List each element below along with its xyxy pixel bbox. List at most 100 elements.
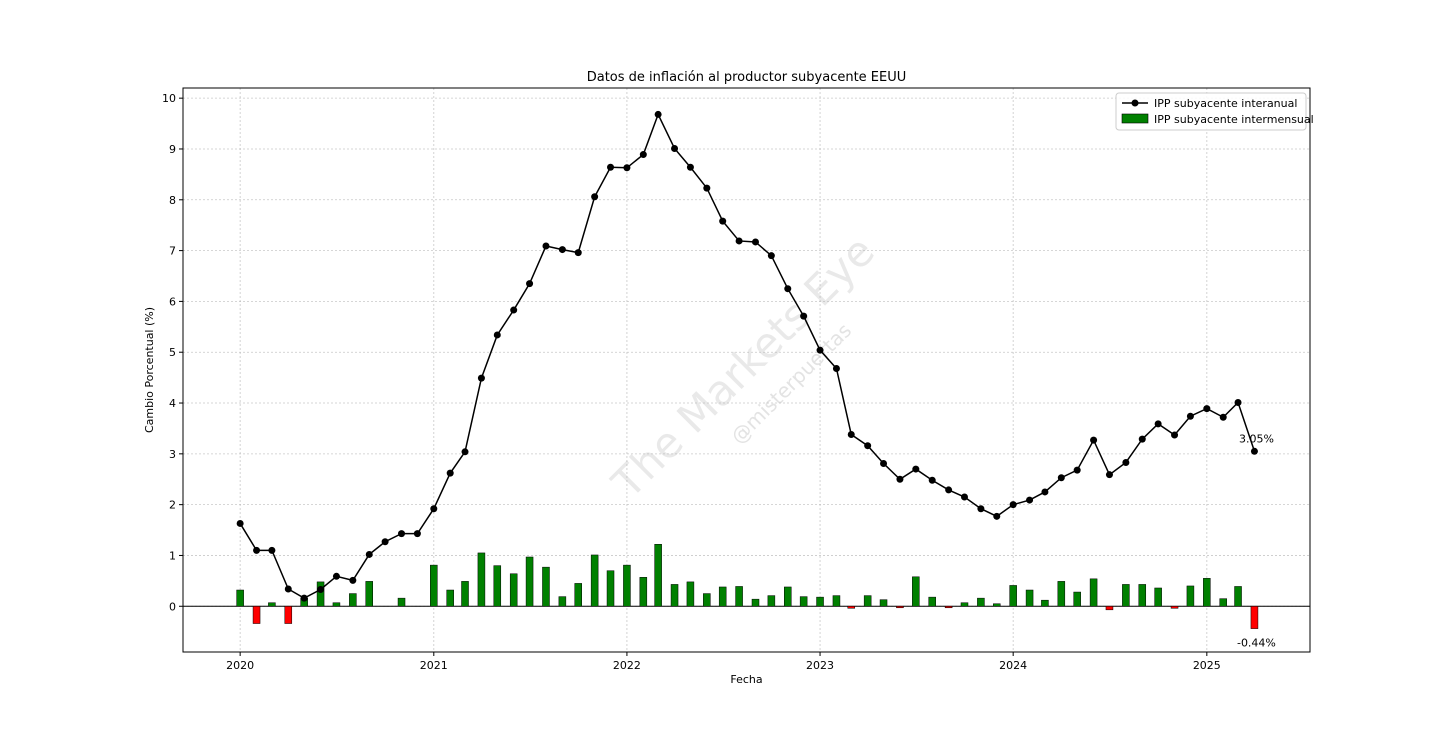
data-point	[574, 249, 582, 257]
bar	[977, 597, 985, 607]
y-tick-label: 6	[169, 295, 176, 308]
bar	[847, 606, 856, 609]
data-point	[542, 242, 550, 250]
bar	[1154, 587, 1162, 607]
bar	[397, 597, 406, 607]
bar	[784, 586, 792, 607]
bar	[525, 556, 534, 607]
bar	[1089, 578, 1098, 607]
bar	[349, 593, 357, 607]
bar	[236, 589, 244, 607]
data-point	[1250, 447, 1258, 455]
bar	[654, 544, 662, 607]
bar	[670, 584, 679, 607]
data-point	[430, 505, 438, 513]
data-point	[349, 576, 357, 584]
data-point	[1138, 435, 1146, 443]
bar	[816, 596, 824, 607]
bar	[1073, 591, 1081, 607]
bar	[1170, 606, 1179, 609]
data-point	[623, 164, 631, 172]
annotation-label: 3.05%	[1239, 432, 1274, 445]
data-point	[816, 346, 824, 354]
data-point	[493, 331, 501, 339]
x-axis: 2020 2021 2022 2023 2024 2025	[226, 652, 1221, 672]
line-series-interanual	[236, 110, 1258, 602]
bar	[879, 599, 888, 607]
bar	[912, 576, 920, 607]
data-point	[945, 486, 953, 494]
data-point	[912, 465, 920, 473]
y-tick-label: 1	[169, 549, 176, 562]
bar	[799, 596, 808, 607]
bar	[509, 573, 518, 607]
data-point	[928, 476, 936, 484]
bar	[1122, 584, 1130, 607]
bar	[896, 606, 904, 609]
data-point	[832, 364, 840, 372]
data-point	[896, 475, 904, 483]
bar	[703, 593, 711, 607]
data-point	[767, 252, 775, 260]
y-tick-label: 10	[162, 92, 176, 105]
data-point	[477, 374, 485, 382]
data-point	[719, 217, 727, 225]
data-point	[317, 586, 325, 594]
bar	[1219, 598, 1227, 607]
bar	[365, 581, 373, 607]
bar	[718, 586, 727, 607]
bar	[268, 602, 276, 607]
bar	[928, 596, 936, 607]
bar	[461, 581, 469, 607]
data-point	[1234, 399, 1242, 407]
bar	[590, 554, 599, 607]
data-point	[1203, 405, 1211, 413]
plot-frame	[182, 87, 1311, 653]
data-point	[1105, 471, 1113, 479]
data-point	[960, 493, 968, 501]
bar	[1009, 585, 1017, 607]
bar	[1186, 585, 1195, 607]
data-point	[461, 448, 469, 456]
data-point	[1090, 436, 1098, 444]
bar	[1138, 584, 1147, 607]
data-point	[365, 550, 373, 558]
data-point	[446, 469, 454, 477]
data-point	[784, 285, 792, 293]
data-point	[268, 546, 276, 554]
data-point	[1122, 458, 1130, 466]
bar	[1041, 599, 1049, 607]
data-point	[1219, 413, 1227, 421]
bar	[332, 602, 341, 607]
data-point	[639, 151, 647, 159]
data-point	[1026, 496, 1034, 504]
bar	[284, 606, 293, 624]
bar	[960, 602, 969, 607]
series-line	[239, 112, 1256, 599]
data-point	[413, 530, 421, 538]
bar	[446, 589, 454, 607]
bar	[863, 595, 872, 607]
x-tick-label: 2021	[420, 659, 448, 672]
bar	[1203, 578, 1211, 607]
x-axis-title: Fecha	[730, 673, 762, 686]
data-point	[735, 237, 743, 245]
data-point	[526, 280, 534, 288]
data-point	[1073, 466, 1081, 474]
x-tick-label: 2024	[999, 659, 1027, 672]
bar	[316, 581, 325, 607]
bar	[477, 552, 486, 607]
bar	[606, 570, 615, 607]
bar-series-intermensual	[236, 544, 1259, 629]
data-point	[1186, 412, 1194, 420]
bar	[493, 565, 502, 607]
y-tick-label: 7	[169, 245, 176, 258]
bar	[1105, 606, 1114, 611]
y-tick-label: 0	[169, 600, 176, 613]
data-point	[654, 110, 662, 118]
grid-lines	[183, 88, 1310, 652]
data-point	[977, 505, 985, 513]
data-point	[607, 163, 615, 171]
bar	[1234, 586, 1242, 607]
